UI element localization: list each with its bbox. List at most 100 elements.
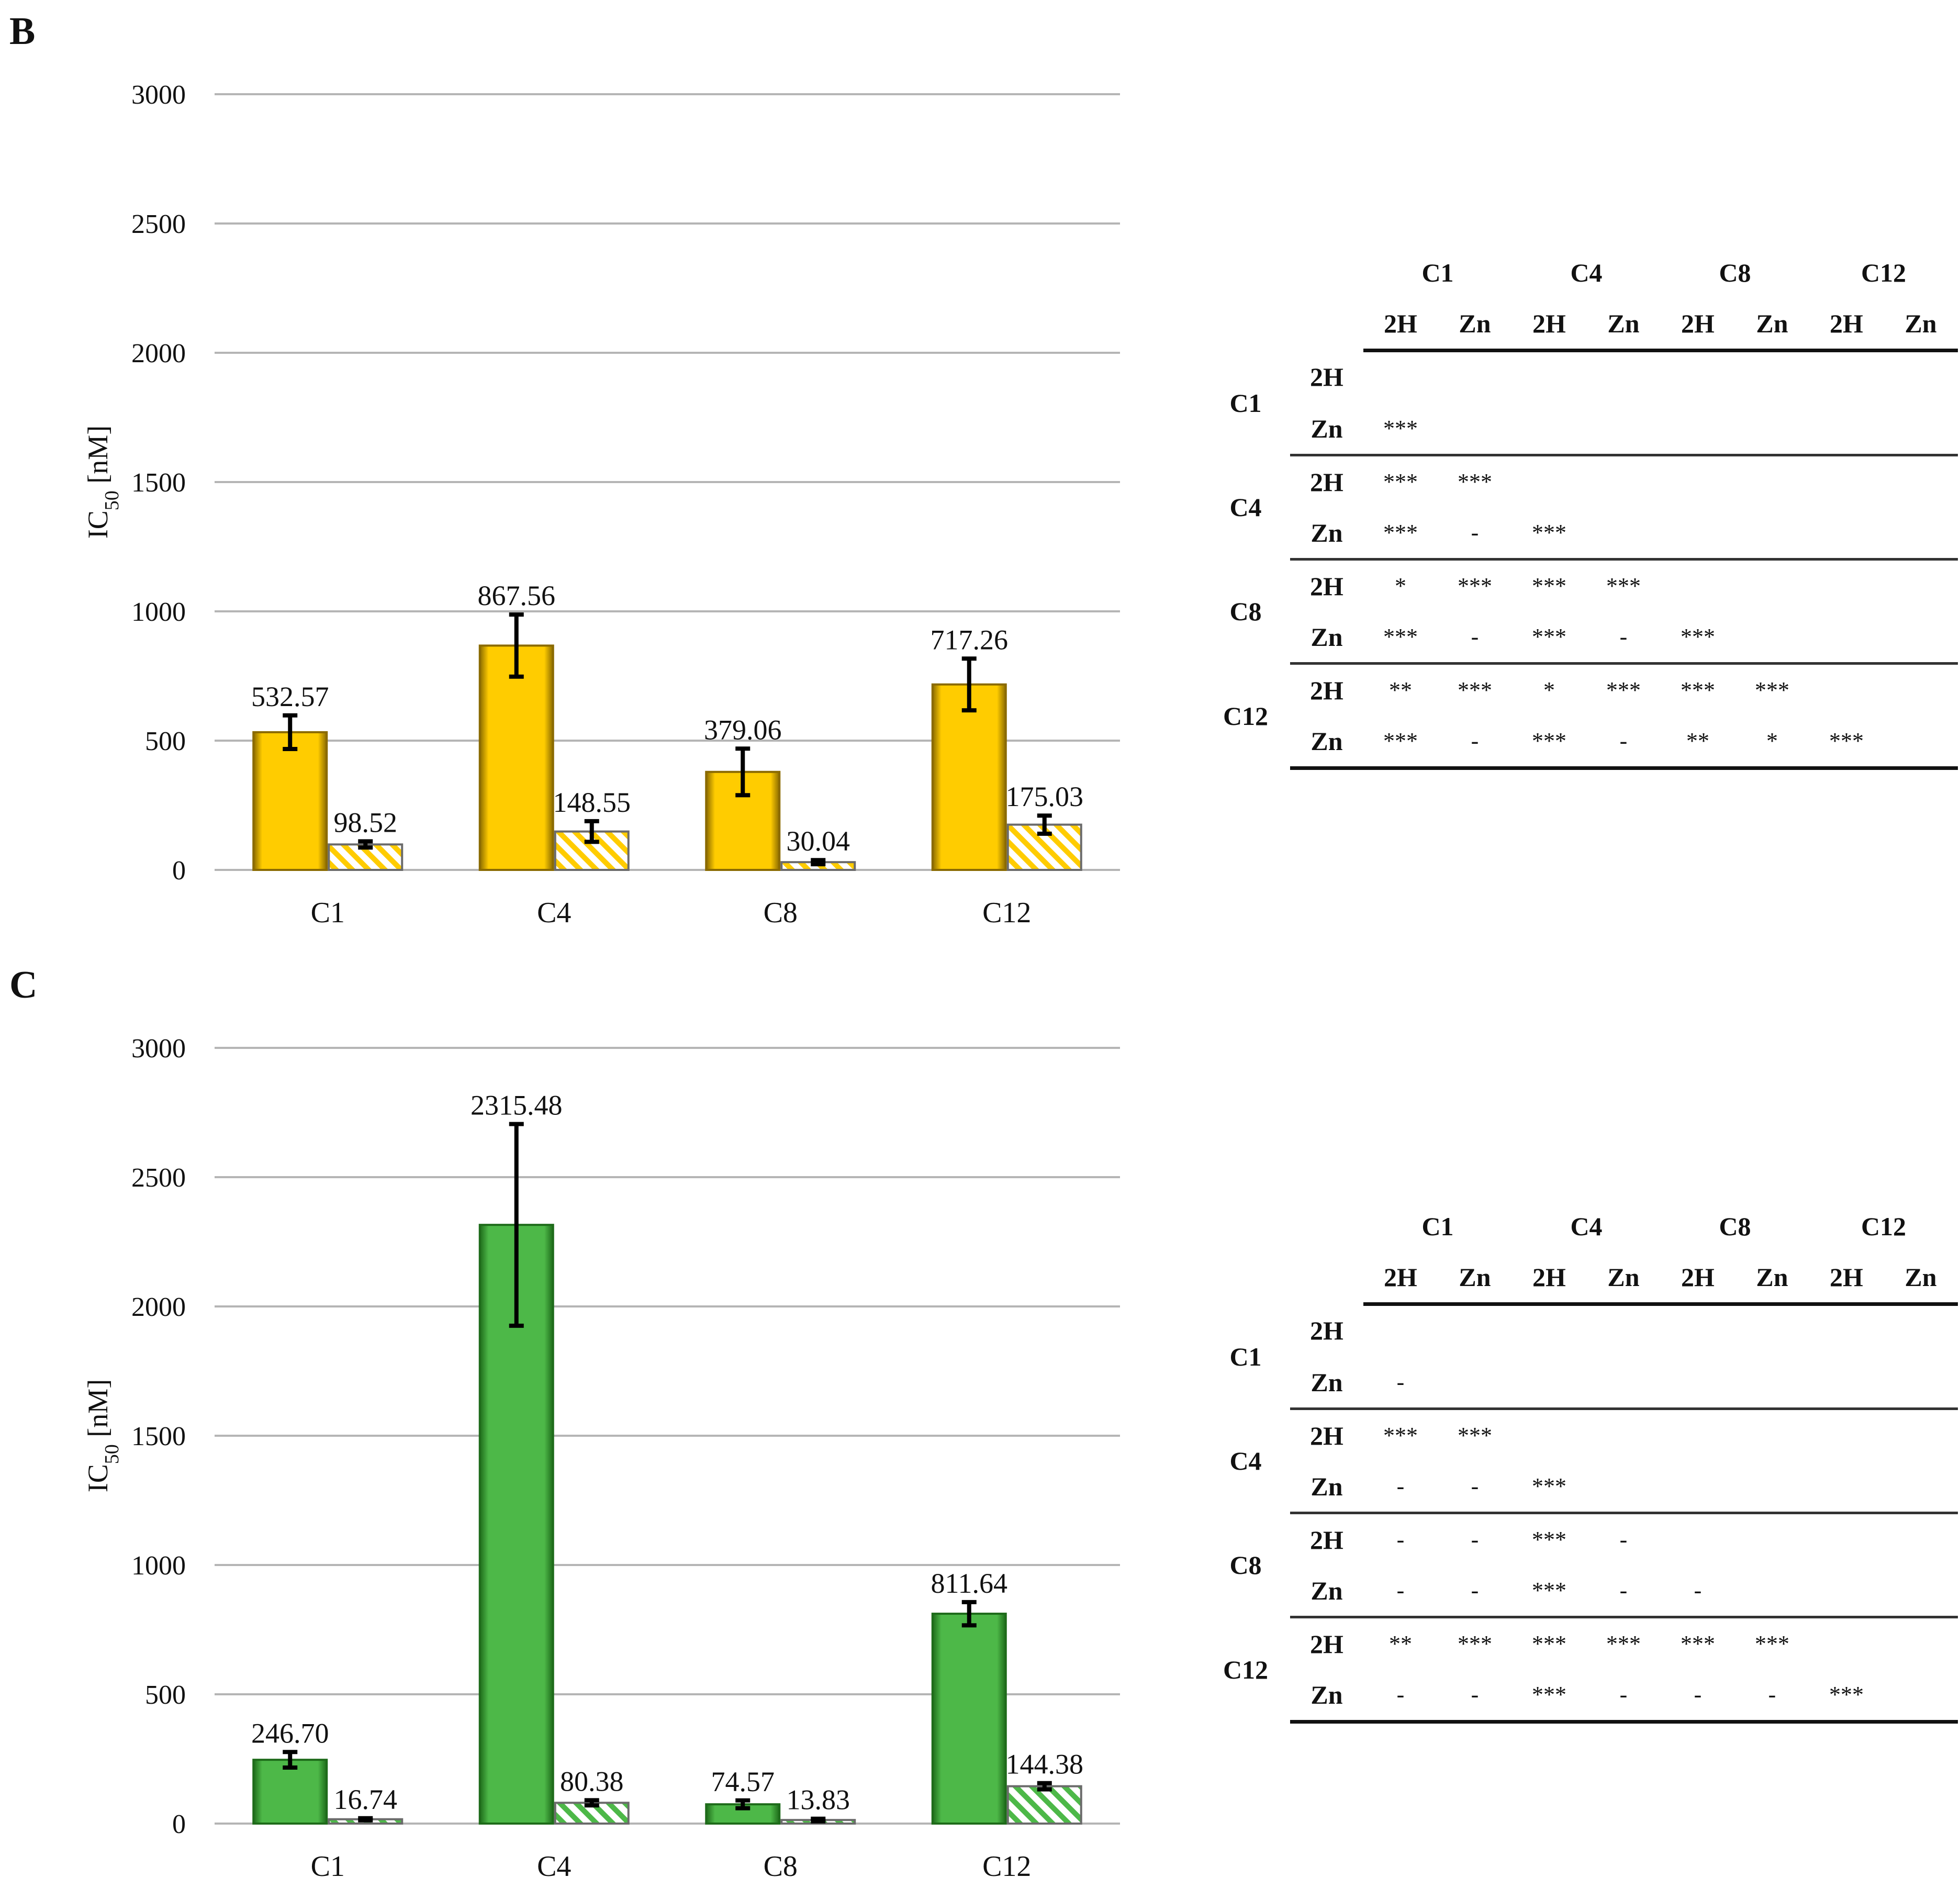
table-cell <box>1884 1304 1958 1357</box>
table-cell <box>1586 507 1661 561</box>
error-bar <box>961 1600 977 1628</box>
table-cell <box>1363 1304 1438 1357</box>
error-bar <box>509 612 524 679</box>
table-cell <box>1735 560 1809 612</box>
table-cell <box>1884 1617 1958 1670</box>
error-bar <box>584 819 599 844</box>
table-group-header: C8 <box>1719 258 1751 287</box>
table-cell <box>1735 455 1809 508</box>
bar-C12-solid <box>931 1613 1007 1825</box>
table-cell: *** <box>1363 507 1438 561</box>
ic50-bar-chart-b: 0 500 1000 1500 2000 2500 3000 IC50 [nM] 532.57 9… <box>82 80 1120 929</box>
table-cell: - <box>1363 1565 1438 1618</box>
error-bar <box>283 713 298 752</box>
x-category-label: C4 <box>537 897 571 929</box>
table-cell <box>1809 664 1884 716</box>
y-tick-label: 3000 <box>131 1034 186 1064</box>
table-cell: *** <box>1606 573 1641 599</box>
table-group-header: C1 <box>1421 258 1454 287</box>
table-cell <box>1661 403 1735 456</box>
table-cell: - <box>1661 1565 1735 1618</box>
table-sub-header: Zn <box>1586 1251 1661 1306</box>
table-cell <box>1884 1409 1958 1461</box>
table-cell: *** <box>1363 611 1438 665</box>
table-row-sub: 2H <box>1310 1421 1343 1450</box>
table-cell <box>1884 1513 1958 1566</box>
table-cell: *** <box>1363 403 1438 456</box>
panel-letter-b: B <box>9 10 36 53</box>
data-label: 867.56 <box>478 580 556 611</box>
table-cell: *** <box>1681 1631 1715 1657</box>
table-cell: - <box>1438 1461 1512 1514</box>
table-cell: - <box>1471 1527 1479 1552</box>
table-row-sub: Zn <box>1290 1357 1363 1410</box>
y-tick-label: 3000 <box>131 80 186 110</box>
table-cell: - <box>1396 1527 1405 1552</box>
table-cell <box>1512 1357 1586 1410</box>
table-row-sub: 2H <box>1310 675 1343 705</box>
table-cell <box>1735 1357 1809 1410</box>
table-cell <box>1884 664 1958 716</box>
table-sub-header: 2H <box>1363 298 1438 352</box>
bar-C1-hatched <box>328 843 404 871</box>
data-label: 16.74 <box>334 1784 398 1815</box>
table-cell: - <box>1586 1669 1661 1724</box>
table-cell: - <box>1586 716 1661 770</box>
table-sub-header: 2H <box>1512 298 1586 352</box>
error-bar <box>735 1798 751 1810</box>
table-cell: *** <box>1532 1631 1566 1657</box>
data-label: 13.83 <box>787 1784 850 1816</box>
data-label: 175.03 <box>1006 781 1084 812</box>
table-row-sub: 2H <box>1310 571 1343 601</box>
table-cell <box>1809 1461 1884 1514</box>
table-cell: - <box>1619 1527 1628 1552</box>
ic50-bar-chart-c: 0 500 1000 1500 2000 2500 3000 IC50 [nM] 246.70 1… <box>82 1034 1120 1883</box>
table-cell: *** <box>1532 573 1566 599</box>
table-cell <box>1809 1304 1884 1357</box>
table-cell <box>1884 1565 1958 1618</box>
table-cell: ** <box>1661 716 1735 770</box>
x-category-label: C12 <box>982 1850 1031 1883</box>
table-row-group: C12 <box>1223 1655 1269 1684</box>
table-cell <box>1809 1617 1884 1670</box>
table-cell <box>1661 560 1735 612</box>
table-cell: *** <box>1809 1669 1884 1724</box>
table-cell: - <box>1438 1669 1512 1724</box>
table-cell <box>1512 1304 1586 1357</box>
table-cell <box>1735 403 1809 456</box>
table-cell: *** <box>1809 716 1884 770</box>
table-cell: *** <box>1512 1669 1586 1724</box>
table-cell <box>1809 351 1884 404</box>
table-sub-header: 2H <box>1661 1251 1735 1306</box>
table-row-group: C4 <box>1229 1446 1262 1476</box>
error-bar <box>358 1816 373 1823</box>
table-sub-header: Zn <box>1735 298 1809 352</box>
table-row-sub: 2H <box>1310 1629 1343 1659</box>
panel-letter-c: C <box>9 964 38 1007</box>
significance-table-c: C1 C4 C8 C12 2H Zn 2H Zn 2H Zn 2H Zn C1 2H Zn - C4 2H *** *… <box>1201 1201 1958 1724</box>
table-row-sub: Zn <box>1290 716 1363 770</box>
error-bar <box>283 1750 298 1770</box>
table-cell <box>1735 1565 1809 1618</box>
table-group-header: C12 <box>1861 258 1907 287</box>
table-cell <box>1512 1409 1586 1461</box>
table-cell: *** <box>1512 716 1586 770</box>
table-group-header: C4 <box>1570 1211 1603 1241</box>
y-tick-label: 2500 <box>131 1163 186 1193</box>
table-cell <box>1661 351 1735 404</box>
table-cell <box>1735 1461 1809 1514</box>
table-sub-header: Zn <box>1438 298 1512 352</box>
table-cell: - <box>1438 1565 1512 1618</box>
table-cell <box>1809 507 1884 561</box>
y-tick-label: 1000 <box>131 597 186 627</box>
table-cell <box>1735 1513 1809 1566</box>
table-row-group: C8 <box>1229 597 1262 626</box>
table-row-sub: Zn <box>1290 403 1363 456</box>
table-cell <box>1661 507 1735 561</box>
x-category-label: C8 <box>764 1850 798 1883</box>
table-cell: *** <box>1458 1423 1492 1448</box>
table-row-group: C8 <box>1229 1550 1262 1580</box>
table-cell: *** <box>1512 1565 1586 1618</box>
y-axis-label: IC50 [nM] <box>82 1379 123 1492</box>
table-sub-header: Zn <box>1884 298 1958 352</box>
